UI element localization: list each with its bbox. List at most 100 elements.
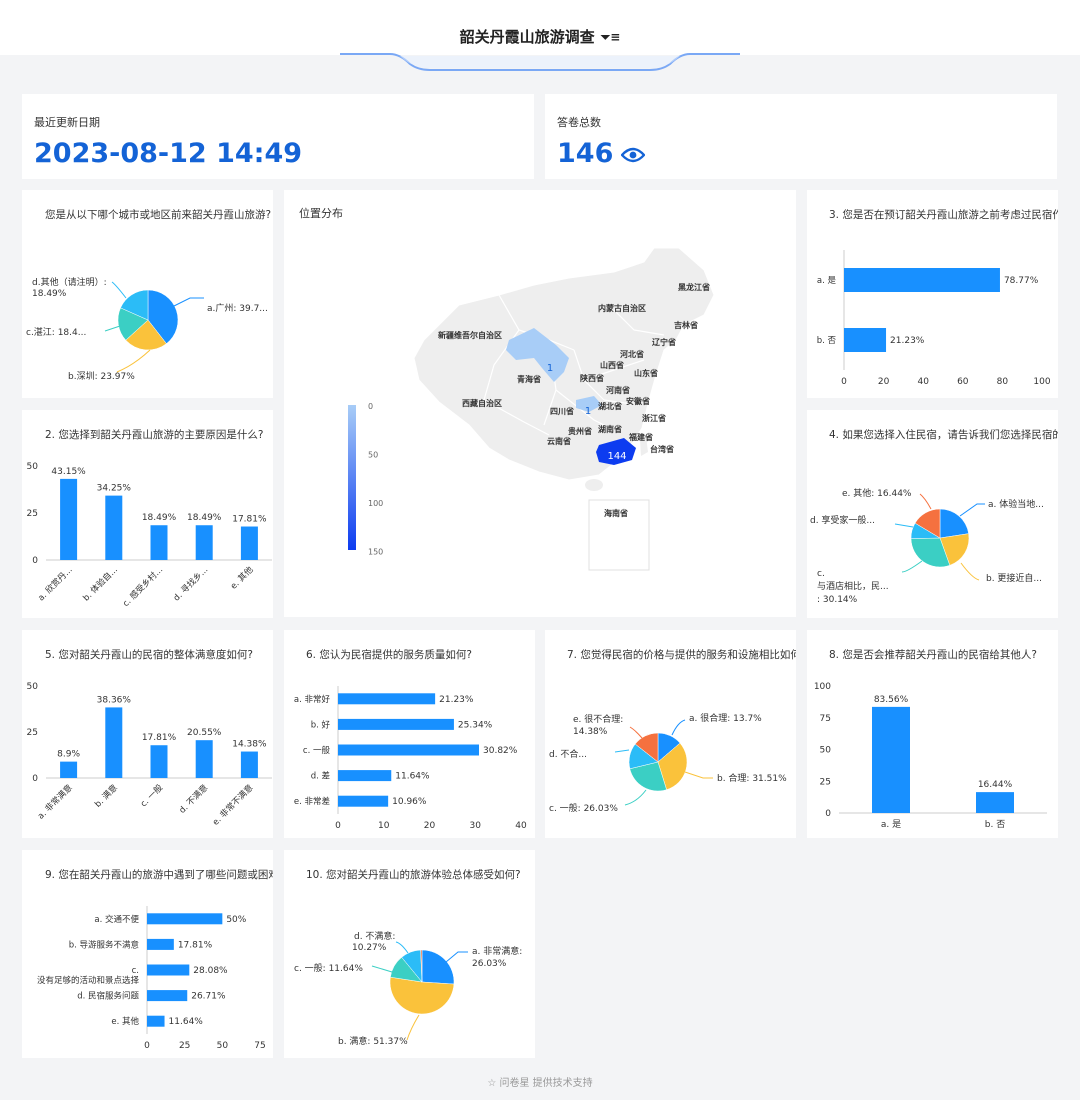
data-label: 20.55% <box>187 728 222 738</box>
data-label: 11.64% <box>169 1017 204 1027</box>
pie-slice <box>420 949 423 983</box>
y-tick-label: b. 好 <box>311 719 331 730</box>
bar <box>240 751 258 778</box>
data-label: 16.44% <box>978 780 1013 790</box>
slice-label: 10.27% <box>352 943 387 953</box>
x-tick-label: 60 <box>957 377 969 387</box>
eye-icon[interactable] <box>621 147 646 163</box>
data-label: 50% <box>226 915 246 925</box>
bar <box>338 795 389 807</box>
slice-label: d. 享受家一般... <box>810 514 875 526</box>
map-value-gansu: 1 <box>547 363 553 374</box>
pie-slice <box>914 508 941 539</box>
bar <box>150 745 168 778</box>
total-responses-label: 答卷总数 <box>557 116 601 129</box>
q9-chart: 9. 您在韶关丹霞山的旅游中遇到了哪些问题或困难? 0 25 50 75 50% a. 交通… <box>37 868 273 1051</box>
x-tick-label: 10 <box>378 821 390 831</box>
leader-line <box>919 493 932 510</box>
total-responses-value: 146 <box>557 138 614 169</box>
data-label: 43.15% <box>51 467 86 477</box>
filter-icon[interactable]: ⏷≡ <box>600 30 621 44</box>
map-value-guangdong: 144 <box>607 451 626 462</box>
province-label: 湖南省 <box>598 424 622 434</box>
q3-card: 3. 您是否在预订韶关丹霞山旅游之前考虑过民宿作为住宿选择? 0 20 40 60 80 1… <box>807 190 1058 398</box>
bar <box>105 495 123 560</box>
chart-title: 10. 您对韶关丹霞山的旅游体验总体感受如何? <box>306 868 521 881</box>
x-tick-label: 25 <box>179 1041 190 1051</box>
chart-title: 您是从以下哪个城市或地区前来韶关丹霞山旅游? <box>45 208 271 221</box>
province-label: 辽宁省 <box>652 337 676 347</box>
chart-title: 5. 您对韶关丹霞山的民宿的整体满意度如何? <box>45 648 253 661</box>
leader-line <box>116 349 151 373</box>
y-tick-label: a. 交通不便 <box>94 914 139 925</box>
q1-card: 您是从以下哪个城市或地区前来韶关丹霞山旅游? a.广州: 39.7... b.深圳:… <box>22 190 273 398</box>
x-tick-label: c. 感受乡村... <box>120 564 165 609</box>
x-tick-label: 40 <box>515 821 527 831</box>
data-label: 21.23% <box>439 695 474 705</box>
pie-slice <box>910 537 951 568</box>
south-china-sea-inset <box>588 499 650 571</box>
bar <box>976 792 1014 813</box>
chart-title: 2. 您选择到韶关丹霞山旅游的主要原因是什么? <box>45 428 263 441</box>
q5-chart: 5. 您对韶关丹霞山的民宿的整体满意度如何? 0 25 50 8.9% a. 非常满意 38… <box>27 648 272 828</box>
bar <box>147 964 190 976</box>
leader-line <box>960 562 980 581</box>
y-tick-label: c. 一般 <box>303 745 331 756</box>
pie-slice <box>634 732 659 763</box>
bar <box>195 525 213 560</box>
slice-label: : 30.14% <box>817 595 858 605</box>
slice-label: e. 很不合理: <box>573 713 623 725</box>
slice-label: a. 很合理: 13.7% <box>689 712 762 724</box>
q10-chart: 10. 您对韶关丹霞山的旅游体验总体感受如何? a. 非常满意: 26.03% b. … <box>294 868 522 1047</box>
slice-label: a.广州: 39.7... <box>207 302 268 314</box>
y-tick-label: 25 <box>27 728 38 738</box>
chart-title: 8. 您是否会推荐韶关丹霞山的民宿给其他人? <box>829 648 1037 661</box>
x-tick-label: a. 欣赏丹... <box>36 564 75 603</box>
x-tick-label: d. 寻找乡... <box>171 564 210 603</box>
legend-tick-label: 50 <box>368 451 378 460</box>
star-icon: ☆ <box>487 1078 497 1089</box>
q8-chart: 8. 您是否会推荐韶关丹霞山的民宿给其他人? 0 25 50 75 100 83.56% a.… <box>814 648 1047 830</box>
province-label: 青海省 <box>517 374 541 384</box>
y-tick-label: 100 <box>814 682 831 692</box>
leader-line <box>684 771 713 779</box>
y-tick-label: 25 <box>820 777 831 787</box>
bar <box>60 761 78 778</box>
q7-chart: 7. 您觉得民宿的价格与提供的服务和设施相比如何? a. 很合理: 13.7% b.… <box>549 648 796 814</box>
x-tick-label: 40 <box>917 377 929 387</box>
y-tick-label: b. 否 <box>817 336 837 346</box>
page-title: 韶关丹霞山旅游调查 <box>459 28 595 46</box>
leader-line <box>894 523 914 528</box>
y-tick-label: 50 <box>820 746 832 756</box>
legend-tick-label: 100 <box>368 499 383 508</box>
province-label: 陕西省 <box>580 373 604 383</box>
map-value-hubei: 1 <box>585 406 591 417</box>
leader-line <box>104 325 121 332</box>
q6-card: 6. 您认为民宿提供的服务质量如何? 0 10 20 30 40 21.23% a. 非常好 2… <box>284 630 535 838</box>
y-tick-label: 25 <box>27 509 38 519</box>
q10-card: 10. 您对韶关丹霞山的旅游体验总体感受如何? a. 非常满意: 26.03% b. … <box>284 850 535 1058</box>
province-label: 河北省 <box>620 349 644 359</box>
slice-label: d. 不满意: <box>354 930 395 942</box>
bar <box>338 770 392 782</box>
q4-chart: 4. 如果您选择入住民宿，请告诉我们您选择民宿的主要原因? a. 体验当地... b… <box>810 428 1058 605</box>
data-label: 78.77% <box>1004 276 1039 286</box>
leader-line <box>629 726 643 739</box>
y-tick-label: 0 <box>32 556 38 566</box>
q1-chart: 您是从以下哪个城市或地区前来韶关丹霞山旅游? a.广州: 39.7... b.深圳:… <box>26 208 271 382</box>
pie-slice <box>389 976 455 1015</box>
x-tick-label: 50 <box>217 1041 229 1051</box>
y-tick-label: d. 差 <box>311 771 330 782</box>
bar <box>150 525 168 560</box>
province-label: 河南省 <box>606 385 630 395</box>
chart-title: 3. 您是否在预订韶关丹霞山旅游之前考虑过民宿作为住宿选择? <box>829 208 1058 221</box>
province-label: 山西省 <box>600 360 624 370</box>
q3-chart: 3. 您是否在预订韶关丹霞山旅游之前考虑过民宿作为住宿选择? 0 20 40 60 80 1… <box>817 208 1058 387</box>
y-tick-label: 0 <box>825 809 831 819</box>
footer-text[interactable]: 问卷星 提供技术支持 <box>499 1078 593 1089</box>
chart-title: 7. 您觉得民宿的价格与提供的服务和设施相比如何? <box>567 648 796 661</box>
pie-slice <box>120 289 149 321</box>
province-label: 吉林省 <box>674 320 698 330</box>
pie-slice <box>939 508 969 539</box>
legend-tick-label: 0 <box>368 402 373 411</box>
